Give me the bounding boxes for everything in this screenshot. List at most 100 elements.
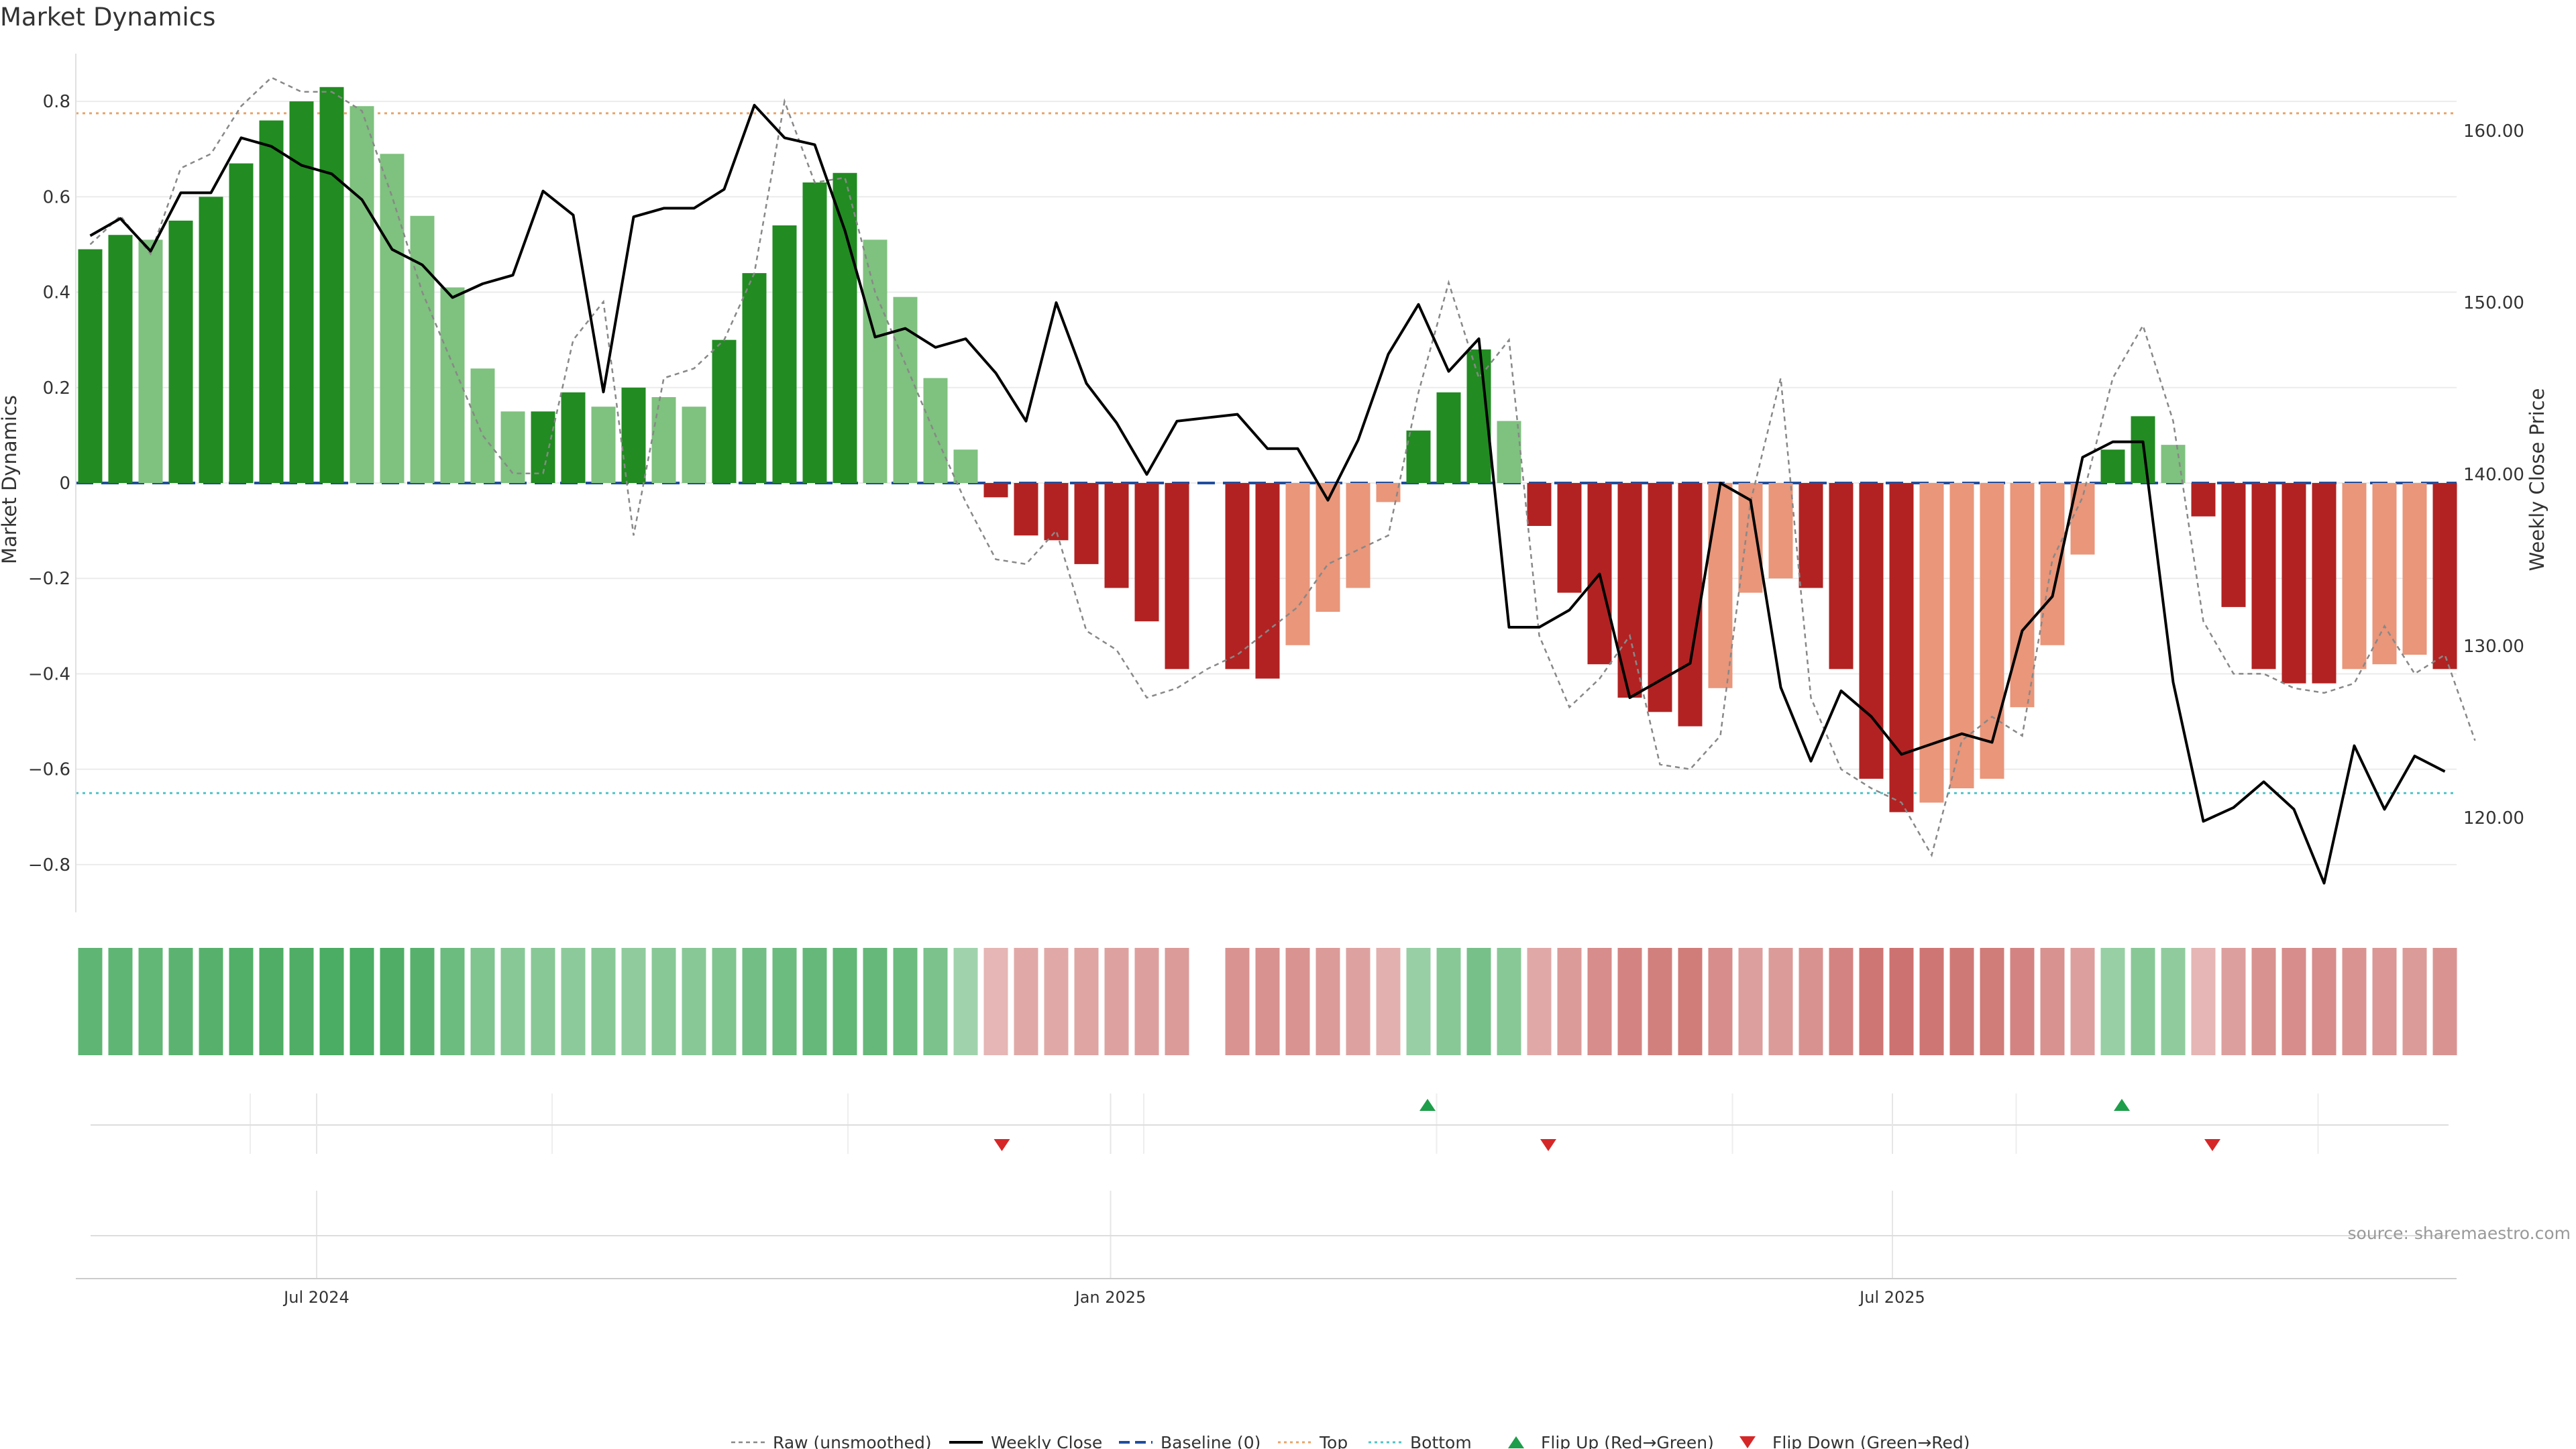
momentum-bar xyxy=(1859,483,1884,779)
regime-cell xyxy=(1134,948,1159,1055)
momentum-bar xyxy=(1648,483,1672,712)
momentum-bar xyxy=(1285,483,1310,645)
momentum-bar xyxy=(1889,483,1914,812)
left-tick-label: 0.2 xyxy=(43,378,70,398)
left-tick-label: −0.6 xyxy=(28,760,70,780)
regime-cell xyxy=(229,948,254,1055)
regime-cell xyxy=(682,948,706,1055)
regime-cell xyxy=(470,948,495,1055)
momentum-bar xyxy=(953,449,978,483)
momentum-bar xyxy=(199,197,223,483)
regime-cell xyxy=(1738,948,1763,1055)
regime-cell xyxy=(2432,948,2457,1055)
regime-cell xyxy=(2040,948,2065,1055)
regime-cell xyxy=(1346,948,1371,1055)
legend-label: Weekly Close xyxy=(991,1433,1102,1449)
regime-cell xyxy=(1587,948,1612,1055)
momentum-bar xyxy=(1829,483,1854,669)
regime-cell xyxy=(1889,948,1914,1055)
weekly-close-line xyxy=(89,103,2446,885)
regime-cell xyxy=(1316,948,1340,1055)
momentum-bar xyxy=(2221,483,2246,607)
regime-cell xyxy=(1799,948,1823,1055)
regime-cell xyxy=(1225,948,1250,1055)
momentum-bar xyxy=(2312,483,2337,684)
momentum-bar xyxy=(1436,392,1461,483)
regime-cell xyxy=(380,948,405,1055)
chart-title: Market Dynamics xyxy=(0,3,215,32)
regime-cell xyxy=(1768,948,1793,1055)
regime-cell xyxy=(1980,948,2004,1055)
momentum-bar xyxy=(833,172,857,483)
regime-cell xyxy=(1165,948,1189,1055)
momentum-bar xyxy=(470,368,495,483)
regime-cell xyxy=(78,948,103,1055)
regime-cell xyxy=(2010,948,2035,1055)
momentum-bar xyxy=(1346,483,1371,588)
regime-cell xyxy=(1648,948,1672,1055)
regime-cell xyxy=(2221,948,2246,1055)
left-tick-label: 0 xyxy=(59,474,70,494)
regime-cell xyxy=(1829,948,1854,1055)
regime-cell xyxy=(772,948,797,1055)
momentum-bar xyxy=(108,235,133,483)
momentum-bar xyxy=(621,387,646,483)
momentum-bar xyxy=(651,397,676,483)
momentum-bar xyxy=(2402,483,2427,655)
legend-label: Raw (unsmoothed) xyxy=(773,1433,932,1449)
lower-panel: Jul 2024 Jan 2025 Jul 2025 xyxy=(76,1093,2457,1307)
momentum-bar xyxy=(1406,430,1431,483)
momentum-bar xyxy=(1980,483,2004,779)
momentum-bar xyxy=(350,106,374,483)
momentum-bar xyxy=(2432,483,2457,669)
momentum-bar xyxy=(863,239,888,483)
regime-cell xyxy=(1376,948,1401,1055)
momentum-bar xyxy=(2161,445,2186,483)
regime-cell xyxy=(1436,948,1461,1055)
regime-cell xyxy=(319,948,344,1055)
regime-cell xyxy=(1014,948,1038,1055)
momentum-bar xyxy=(380,154,405,484)
left-tick-label: 0.8 xyxy=(43,92,70,112)
regime-cell xyxy=(168,948,193,1055)
regime-cell xyxy=(1285,948,1310,1055)
regime-cell xyxy=(199,948,223,1055)
regime-cell xyxy=(1074,948,1099,1055)
regime-cell xyxy=(108,948,133,1055)
regime-cell xyxy=(2100,948,2125,1055)
regime-strip xyxy=(78,948,2457,1055)
momentum-bar xyxy=(802,182,827,483)
flip-up-marker xyxy=(1419,1099,1436,1111)
legend-label: Bottom xyxy=(1410,1433,1472,1449)
momentum-bar xyxy=(2372,483,2397,665)
momentum-bar xyxy=(1768,483,1793,579)
regime-cell xyxy=(833,948,857,1055)
momentum-bar xyxy=(2342,483,2367,669)
momentum-bar xyxy=(138,239,163,483)
regime-cell xyxy=(1859,948,1884,1055)
raw-unsmoothed-line xyxy=(89,76,2476,857)
regime-cell xyxy=(591,948,616,1055)
momentum-bar xyxy=(410,215,435,483)
momentum-bar xyxy=(591,407,616,483)
momentum-bar xyxy=(682,407,706,483)
flip-down-marker xyxy=(994,1139,1010,1151)
momentum-bar xyxy=(2251,483,2276,669)
regime-cell xyxy=(500,948,525,1055)
regime-cell xyxy=(2402,948,2427,1055)
right-tick-label: 140.00 xyxy=(2463,465,2524,485)
legend-label: Baseline (0) xyxy=(1161,1433,1260,1449)
flip-down-marker xyxy=(1540,1139,1556,1151)
axes: 0.8 0.6 0.4 0.2 0 −0.2 −0.4 −0.6 −0.8 160.00 150.0… xyxy=(28,54,2524,912)
x-tick-label: Jan 2025 xyxy=(1074,1288,1146,1307)
regime-cell xyxy=(561,948,586,1055)
source-note: source: sharemaestro.com xyxy=(2348,1224,2571,1243)
momentum-bar xyxy=(1104,483,1129,588)
momentum-bar xyxy=(772,225,797,483)
regime-cell xyxy=(1557,948,1582,1055)
momentum-bar xyxy=(1678,483,1703,727)
momentum-bar xyxy=(1255,483,1280,679)
flip-up-marker xyxy=(2114,1099,2130,1111)
legend-flip-up-swatch xyxy=(1508,1436,1524,1448)
